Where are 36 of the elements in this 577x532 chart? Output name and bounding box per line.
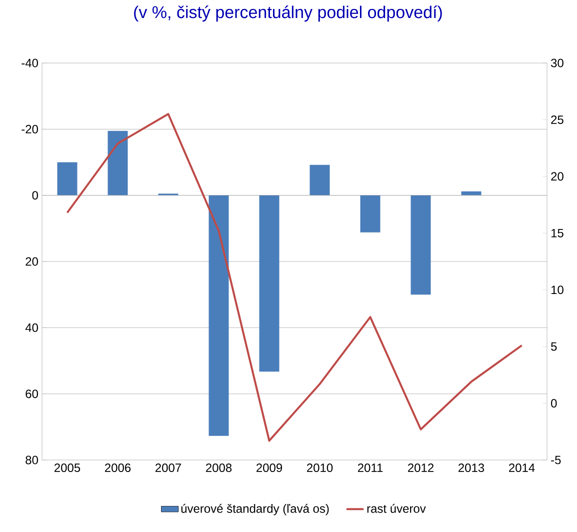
y-tick-label: 60 bbox=[26, 390, 38, 398]
y2-tick-label: 15 bbox=[551, 228, 564, 238]
y2-tick-label: -5 bbox=[551, 456, 561, 464]
y2-tick-label: 0 bbox=[551, 399, 557, 408]
y-tick-label: 0 bbox=[32, 191, 38, 200]
y2-tick-label: 25 bbox=[551, 115, 564, 124]
x-tick-label: 2007 bbox=[156, 464, 181, 472]
y2-tick-label: 10 bbox=[551, 286, 564, 294]
y-tick-label: -20 bbox=[22, 124, 38, 134]
x-tick-label: 2013 bbox=[458, 464, 484, 472]
y2-tick-label: 30 bbox=[551, 58, 564, 68]
bar bbox=[57, 162, 78, 196]
legend-label: úverové štandardy (ľavá os) bbox=[181, 504, 329, 516]
y2-tick-label: 20 bbox=[551, 172, 564, 181]
y-tick-label: 20 bbox=[26, 257, 38, 266]
bar bbox=[259, 195, 280, 372]
x-tick-label: 2009 bbox=[256, 464, 282, 472]
y-tick-label: 40 bbox=[25, 323, 38, 332]
x-tick-label: 2008 bbox=[206, 464, 232, 472]
y-tick-label: 80 bbox=[26, 456, 38, 464]
y2-tick-label: 5 bbox=[551, 342, 557, 351]
bar bbox=[360, 195, 380, 232]
bar bbox=[310, 164, 330, 196]
x-tick-label: 2012 bbox=[408, 464, 434, 472]
bar bbox=[208, 195, 229, 436]
chart-title: (v %, čistý percentuálny podiel odpovedí) bbox=[134, 6, 442, 22]
legend-label: rast úverov bbox=[367, 504, 426, 513]
x-tick-label: 2006 bbox=[105, 464, 131, 472]
x-tick-label: 2014 bbox=[509, 464, 535, 472]
bar bbox=[410, 195, 431, 295]
x-tick-label: 2011 bbox=[358, 464, 383, 472]
line-series bbox=[66, 113, 523, 442]
x-tick-label: 2010 bbox=[307, 464, 333, 472]
x-tick-label: 2005 bbox=[54, 464, 80, 472]
y-tick-label: -40 bbox=[22, 58, 38, 68]
bar bbox=[108, 130, 128, 196]
